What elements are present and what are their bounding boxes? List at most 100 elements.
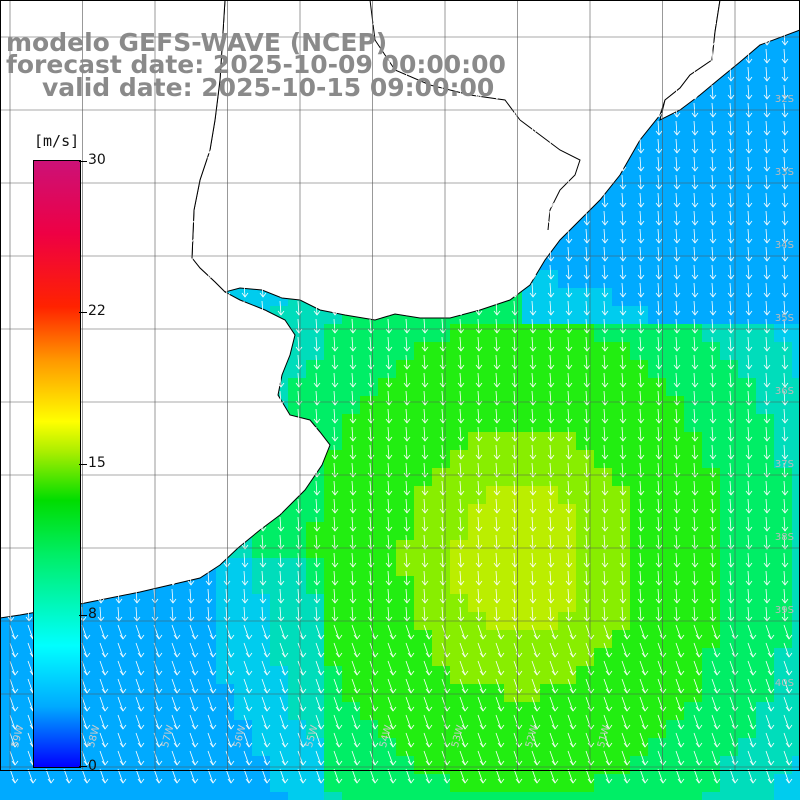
wind-arrow: [187, 570, 195, 586]
wind-arrow: [169, 354, 177, 370]
wind-arrow: [709, 552, 717, 568]
wind-cell: [720, 216, 738, 234]
wind-arrow: [655, 426, 663, 442]
wind-cell: [630, 360, 648, 378]
wind-arrow: [205, 192, 213, 208]
wind-arrow: [295, 84, 303, 100]
wind-arrow: [583, 498, 591, 514]
wind-cell: [396, 504, 414, 522]
wind-arrow: [25, 192, 33, 208]
wind-arrow: [655, 570, 663, 586]
wind-arrow: [115, 246, 123, 262]
wind-cell: [630, 522, 648, 540]
wind-arrow: [241, 264, 249, 280]
wind-arrow: [97, 192, 105, 208]
wind-arrow: [367, 354, 375, 370]
wind-arrow: [367, 156, 375, 172]
wind-arrow: [261, 696, 271, 712]
wind-arrow: [223, 480, 231, 496]
wind-cell: [702, 234, 720, 252]
wind-cell: [468, 576, 486, 594]
wind-arrow: [745, 174, 753, 190]
wind-arrow: [135, 678, 145, 694]
wind-cell: [648, 414, 666, 432]
wind-cell: [738, 252, 756, 270]
wind-cell: [396, 342, 414, 360]
wind-arrow: [9, 768, 19, 784]
wind-arrow: [387, 678, 397, 694]
wind-arrow: [171, 624, 181, 640]
wind-arrow: [637, 210, 645, 226]
wind-arrow: [421, 228, 429, 244]
wind-arrow: [277, 228, 285, 244]
wind-cell: [540, 414, 558, 432]
wind-arrow: [493, 588, 501, 604]
wind-arrow: [261, 768, 271, 784]
wind-arrow: [475, 120, 483, 136]
wind-arrow: [385, 84, 393, 100]
wind-arrow: [531, 750, 541, 766]
wind-cell: [756, 468, 774, 486]
wind-arrow: [205, 354, 213, 370]
wind-arrow: [277, 372, 285, 388]
wind-arrow: [709, 534, 717, 550]
latitude-label: 33S: [774, 167, 794, 178]
wind-cell: [522, 540, 540, 558]
wind-arrow: [477, 678, 487, 694]
wind-arrow: [781, 120, 789, 136]
wind-cell: [576, 270, 594, 288]
title-valid-date: valid date: 2025-10-15 09:00:00: [42, 73, 495, 102]
wind-cell: [612, 486, 630, 504]
wind-cell: [594, 414, 612, 432]
wind-cell: [306, 594, 324, 612]
wind-arrow: [511, 516, 519, 532]
wind-arrow: [511, 12, 519, 28]
wind-arrow: [331, 282, 339, 298]
wind-arrow: [115, 426, 123, 442]
wind-cell: [450, 432, 468, 450]
wind-arrow: [169, 408, 177, 424]
wind-arrow: [567, 768, 577, 784]
wind-arrow: [511, 282, 519, 298]
wind-cell: [666, 288, 684, 306]
wind-arrow: [313, 408, 321, 424]
wind-arrow: [781, 516, 789, 532]
wind-arrow: [781, 480, 789, 496]
wind-cell: [612, 432, 630, 450]
wind-cell: [648, 558, 666, 576]
wind-arrow: [331, 588, 339, 604]
wind-arrow: [115, 516, 123, 532]
wind-arrow: [223, 462, 231, 478]
wind-arrow: [331, 12, 339, 28]
wind-cell: [792, 504, 800, 522]
wind-arrow: [241, 444, 249, 460]
wind-cell: [522, 396, 540, 414]
wind-cell: [234, 558, 252, 576]
wind-cell: [414, 486, 432, 504]
wind-arrow: [349, 372, 357, 388]
wind-cell: [576, 540, 594, 558]
wind-arrow: [619, 354, 627, 370]
wind-cell: [666, 522, 684, 540]
wind-cell: [594, 468, 612, 486]
wind-cell: [684, 396, 702, 414]
wind-cell: [774, 90, 792, 108]
wind-arrow: [691, 48, 699, 64]
wind-arrow: [549, 660, 559, 676]
wind-arrow: [601, 588, 609, 604]
wind-arrow: [9, 642, 19, 658]
wind-arrow: [745, 30, 753, 46]
wind-arrow: [405, 732, 415, 748]
wind-cell: [450, 792, 468, 800]
wind-arrow: [259, 138, 267, 154]
wind-arrow: [295, 516, 303, 532]
wind-arrow: [457, 318, 465, 334]
wind-arrow: [241, 372, 249, 388]
wind-arrow: [673, 300, 681, 316]
wind-arrow: [493, 66, 501, 82]
wind-arrow: [529, 372, 537, 388]
wind-cell: [792, 342, 800, 360]
wind-cell: [432, 792, 450, 800]
wind-arrow: [693, 678, 703, 694]
wind-arrow: [673, 264, 681, 280]
